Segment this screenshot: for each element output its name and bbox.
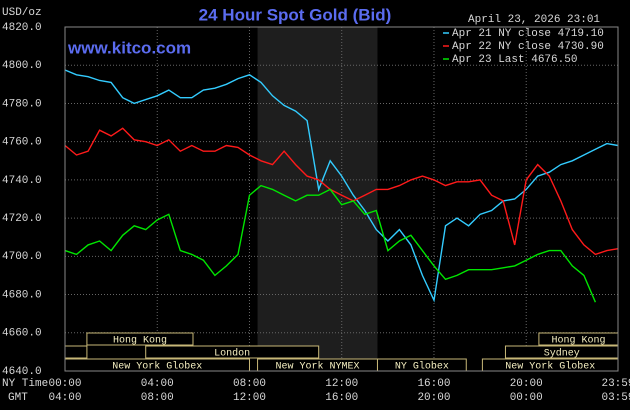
unit-label: USD/oz (2, 7, 42, 19)
session-label: Sydney (544, 348, 580, 360)
chart-title: 24 Hour Spot Gold (Bid) (199, 5, 392, 24)
session-label: New York Globex (112, 361, 202, 373)
session-label: New York NYMEX (276, 361, 360, 373)
y-tick-label: 4780.0 (2, 98, 42, 110)
x2-tick-label: 16:00 (325, 392, 358, 404)
x2-tick-label: 04:00 (48, 392, 81, 404)
x2-tick-label: 20:00 (417, 392, 450, 404)
session-bar (86, 332, 194, 346)
timestamp: April 23, 2026 23:01 (468, 14, 600, 26)
y-tick-label: 4720.0 (2, 213, 42, 225)
session-label: Hong Kong (551, 336, 605, 347)
y-tick-label: 4760.0 (2, 137, 42, 149)
session-label: London (214, 348, 250, 360)
shaded-range (257, 27, 378, 371)
x2-tick-label: 08:00 (141, 392, 174, 404)
series-line (64, 184, 597, 303)
session-bar (145, 345, 320, 359)
session-label: Hong Kong (113, 336, 167, 347)
session-bar (64, 345, 88, 359)
x2-tick-label: 03:59 (601, 392, 630, 404)
x-axis-label: NY Time (2, 378, 48, 390)
x2-tick-label: 00:00 (510, 392, 543, 404)
session-label: New York Globex (505, 361, 595, 373)
series-line (64, 69, 619, 303)
y-tick-label: 4700.0 (2, 251, 42, 263)
y-tick-label: 4660.0 (2, 328, 42, 340)
plot-frame (64, 26, 619, 372)
x-tick-label: 00:00 (48, 378, 81, 390)
y-tick-label: 4800.0 (2, 60, 42, 72)
website: www.kitco.com (67, 38, 191, 57)
x-tick-label: 08:00 (233, 378, 266, 390)
legend-label: Apr 23 Last 4676.50 (452, 54, 577, 66)
x-tick-label: 04:00 (141, 378, 174, 390)
series-line (64, 127, 619, 256)
y-tick-label: 4640.0 (2, 366, 42, 378)
legend-label: Apr 22 NY close 4730.90 (452, 41, 604, 53)
y-tick-label: 4680.0 (2, 289, 42, 301)
session-label: NY Globex (395, 361, 449, 373)
x2-tick-label: 12:00 (233, 392, 266, 404)
y-tick-label: 4740.0 (2, 175, 42, 187)
x-tick-label: 20:00 (510, 378, 543, 390)
legend-label: Apr 21 NY close 4719.10 (452, 28, 604, 40)
x-tick-label: 12:00 (325, 378, 358, 390)
y-tick-label: 4820.0 (2, 22, 42, 34)
x-tick-label: 16:00 (417, 378, 450, 390)
x2-axis-label: GMT (8, 392, 28, 404)
x-tick-label: 23:59 (601, 378, 630, 390)
